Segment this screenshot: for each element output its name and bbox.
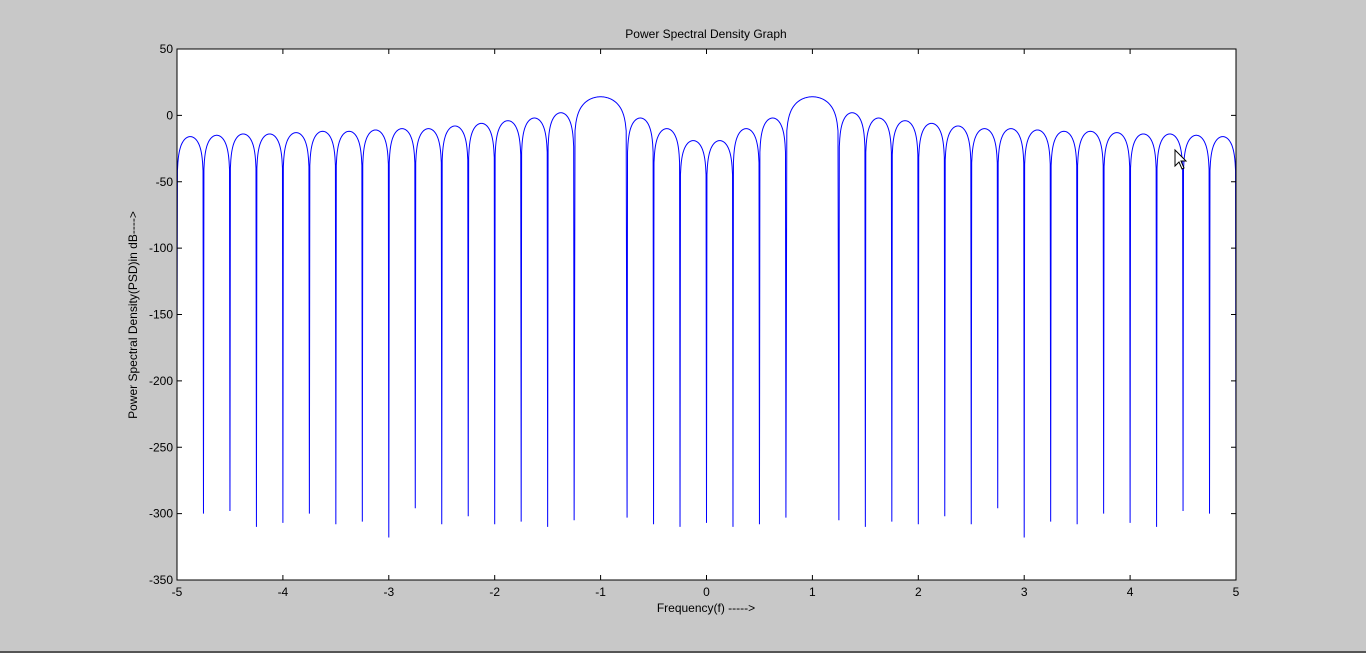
x-tick-label: -1 (595, 585, 606, 599)
x-tick-label: 5 (1233, 585, 1240, 599)
x-tick-label: 2 (915, 585, 922, 599)
mouse-cursor-icon (1174, 148, 1188, 170)
y-tick-label: -50 (156, 175, 174, 189)
window-bottom-border (0, 651, 1366, 653)
x-tick-label: 4 (1127, 585, 1134, 599)
y-axis-label: Power Spectral Density(PSD)in dB----> (126, 211, 140, 419)
y-tick-label: -300 (149, 507, 173, 521)
y-tick-label: -350 (149, 573, 173, 587)
x-axis: -5 -4 -3 -2 -1 0 1 2 3 4 5 (172, 49, 1240, 599)
y-tick-label: 50 (160, 42, 174, 56)
psd-series-line (176, 96, 1237, 538)
y-tick-label: -100 (149, 241, 173, 255)
y-tick-label: -200 (149, 374, 173, 388)
x-axis-label: Frequency(f) -----> (657, 601, 755, 615)
y-tick-label: -250 (149, 440, 173, 454)
y-tick-label: -150 (149, 308, 173, 322)
x-tick-label: -3 (383, 585, 394, 599)
x-tick-label: -5 (172, 585, 183, 599)
y-tick-label: 0 (166, 108, 173, 122)
x-tick-label: -4 (278, 585, 289, 599)
x-tick-label: 0 (703, 585, 710, 599)
y-axis: 50 0 -50 -100 -150 -200 -250 -300 -350 (149, 42, 1236, 587)
x-tick-label: -2 (489, 585, 500, 599)
psd-curve (176, 96, 1237, 538)
x-tick-label: 1 (809, 585, 816, 599)
chart-title: Power Spectral Density Graph (625, 27, 786, 41)
x-tick-label: 3 (1021, 585, 1028, 599)
